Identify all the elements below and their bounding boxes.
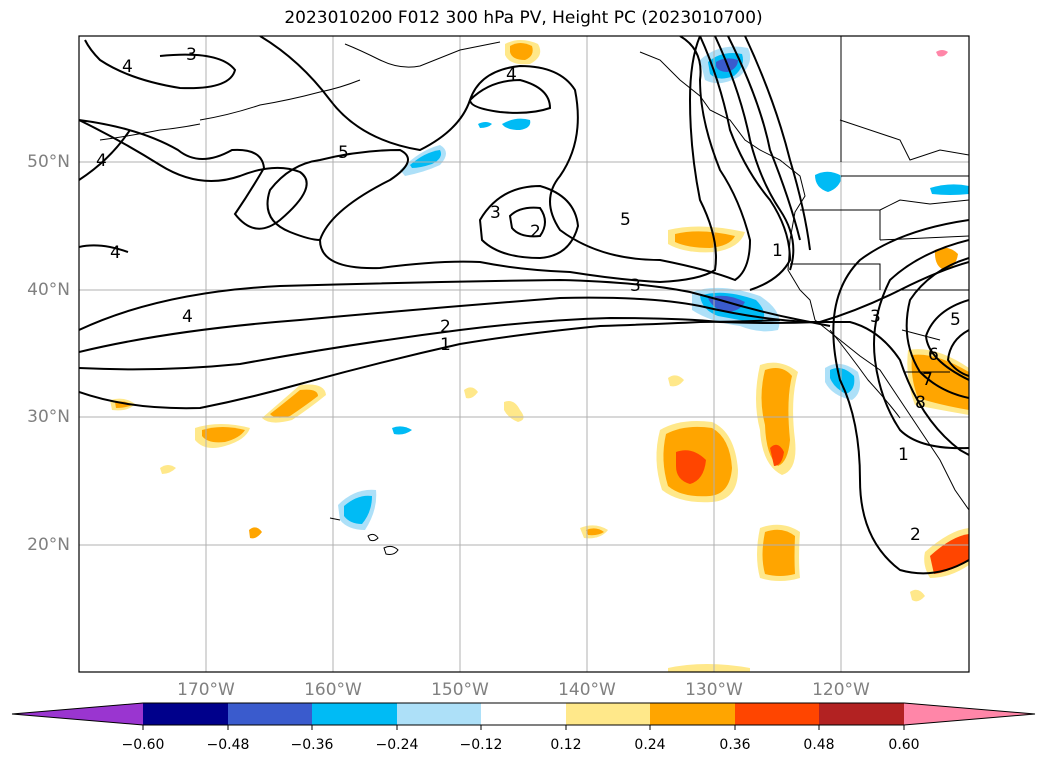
lon-label-140w: 140°W [558,680,616,700]
colorbar [11,702,1036,730]
colorbar-swatch [650,703,735,725]
colorbar-tick-label: 0.36 [719,737,751,753]
lat-label-40n: 40°N [27,280,70,300]
lat-label-20n: 20°N [27,535,70,555]
contour-label: 3 [870,307,881,327]
colorbar-tick-label: −0.24 [375,737,419,753]
lon-label-160w: 160°W [304,680,362,700]
contour-label: 4 [110,243,121,263]
colorbar-tick-label: −0.48 [206,737,250,753]
contour-label: 2 [910,525,921,545]
lat-label-50n: 50°N [27,152,70,172]
contour-label: 4 [122,57,133,77]
colorbar-tick-label: 0.12 [550,737,582,753]
contour-label: 2 [440,317,451,337]
colorbar-swatch [312,703,397,725]
contour-label: 1 [898,445,909,465]
lon-label-120w: 120°W [812,680,870,700]
colorbar-swatch [735,703,819,725]
graticule [79,36,969,672]
colorbar-tick-label: 0.48 [803,737,835,753]
colorbar-extend-low [12,703,143,725]
colorbar-extend-high [904,703,1035,725]
lon-label-130w: 130°W [685,680,743,700]
contour-label: 6 [928,345,939,365]
contour-label: 3 [630,276,641,296]
contour-labels: 3 4 4 5 4 3 2 5 3 2 1 4 1 3 5 6 7 8 1 2 … [96,45,961,545]
lon-label-150w: 150°W [431,680,489,700]
contour-label: 4 [96,151,107,171]
contour-label: 3 [490,203,501,223]
contour-label: 4 [506,65,517,85]
map-title: 2023010200 F012 300 hPa PV, Height PC (2… [284,8,763,28]
contour-label: 8 [915,393,926,413]
contour-label: 4 [182,307,193,327]
map-frame [78,35,970,673]
colorbar-tick-label: 0.24 [634,737,666,753]
colorbar-swatch [143,703,228,725]
colorbar-swatch [397,703,481,725]
contour-label: 7 [922,370,933,390]
lon-label-170w: 170°W [177,680,235,700]
colorbar-tick-label: −0.12 [459,737,503,753]
colorbar-swatch [566,703,650,725]
colorbar-swatch [228,703,312,725]
contour-label: 5 [620,210,631,230]
contour-label: 2 [530,222,541,242]
colorbar-tick-label: −0.36 [290,737,334,753]
colorbar-swatch [819,703,904,725]
colorbar-tick-label: 0.60 [888,737,920,753]
contour-label: 3 [186,45,197,65]
pv-anomaly-fills [110,40,969,672]
lat-label-30n: 30°N [27,407,70,427]
colorbar-swatch [481,703,566,725]
contour-label: 1 [772,241,783,261]
contour-label: 1 [440,335,451,355]
contour-label: 5 [338,143,349,163]
colorbar-tick-label: −0.60 [121,737,165,753]
coastlines [99,36,969,555]
height-contours [79,36,969,575]
contour-label: 5 [950,310,961,330]
